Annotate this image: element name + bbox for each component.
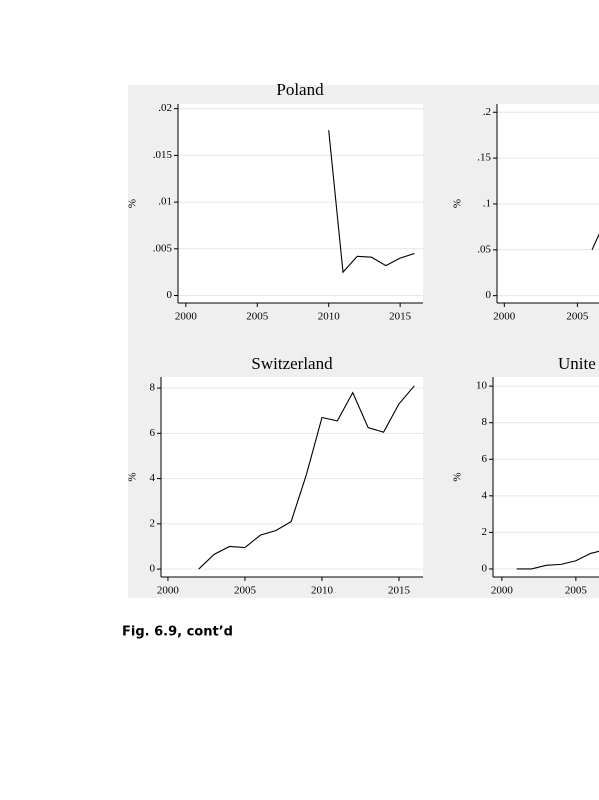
x-tick-label: 2000 xyxy=(157,585,180,597)
y-tick-label: 0 xyxy=(482,562,488,574)
plot-area xyxy=(493,377,599,577)
y-tick-label: 2 xyxy=(150,517,156,529)
y-axis-label: % xyxy=(452,199,464,208)
y-tick-label: .05 xyxy=(477,243,491,255)
y-tick-label: 4 xyxy=(150,472,156,484)
y-tick-label: .2 xyxy=(483,106,491,118)
x-tick-label: 2005 xyxy=(234,585,257,597)
plot-area xyxy=(178,104,423,303)
x-tick-label: 2000 xyxy=(175,311,198,323)
figure-caption: Fig. 6.9, cont’d xyxy=(122,625,233,640)
chart-title: Switzerland xyxy=(251,354,333,373)
x-tick-label: 2010 xyxy=(311,585,334,597)
y-tick-label: 0 xyxy=(150,563,156,575)
x-tick-label: 2010 xyxy=(318,311,341,323)
y-tick-label: 0 xyxy=(486,289,492,301)
x-tick-label: 2000 xyxy=(493,311,516,323)
y-tick-label: .005 xyxy=(153,242,173,254)
y-tick-label: .1 xyxy=(483,197,491,209)
x-tick-label: 2005 xyxy=(566,311,589,323)
y-tick-label: .15 xyxy=(477,152,491,164)
y-tick-label: 4 xyxy=(482,489,488,501)
data-line xyxy=(591,233,599,251)
x-tick-label: 2000 xyxy=(491,585,514,597)
x-tick-label: 2015 xyxy=(388,585,411,597)
y-tick-label: 8 xyxy=(150,382,156,394)
y-tick-label: 6 xyxy=(150,427,156,439)
x-tick-label: 2005 xyxy=(565,585,588,597)
y-tick-label: .01 xyxy=(158,196,172,208)
x-tick-label: 2005 xyxy=(246,311,269,323)
y-tick-label: .02 xyxy=(158,102,172,114)
y-tick-label: 10 xyxy=(476,380,488,392)
y-axis-label: % xyxy=(127,472,139,481)
y-tick-label: 0 xyxy=(167,289,173,301)
data-line xyxy=(198,385,415,570)
y-tick-label: .015 xyxy=(153,149,173,161)
y-axis-label: % xyxy=(452,472,464,481)
chart-title: Poland xyxy=(276,80,324,99)
data-line xyxy=(516,550,599,570)
plot-area xyxy=(161,377,423,577)
y-tick-label: 6 xyxy=(482,453,488,465)
y-tick-label: 2 xyxy=(482,526,488,538)
y-tick-label: 8 xyxy=(482,416,488,428)
x-tick-label: 2015 xyxy=(389,311,412,323)
data-line xyxy=(328,130,415,274)
chart-title: Unite xyxy=(558,354,596,373)
y-axis-label: % xyxy=(127,199,139,208)
